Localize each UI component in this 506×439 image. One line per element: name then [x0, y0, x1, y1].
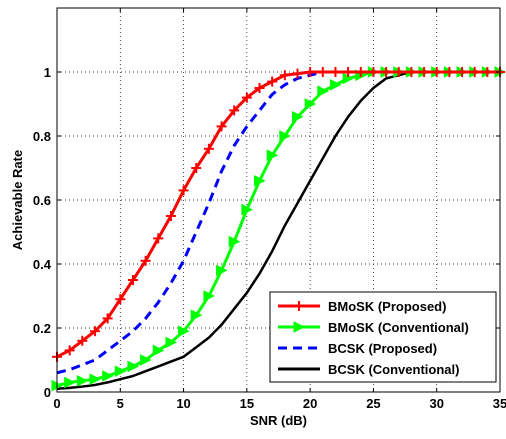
data-point	[203, 143, 214, 154]
data-point	[393, 67, 404, 77]
legend-label: BMoSK (Proposed)	[328, 299, 446, 314]
data-point	[254, 174, 266, 187]
data-point	[178, 325, 190, 338]
data-point	[114, 365, 127, 378]
data-point	[368, 67, 379, 77]
data-point	[127, 275, 138, 285]
data-point	[76, 374, 89, 387]
data-point	[229, 105, 240, 116]
x-tick-label: 35	[493, 396, 506, 411]
legend-label: BCSK (Conventional)	[328, 362, 459, 377]
data-point	[140, 255, 151, 266]
data-point	[216, 121, 227, 132]
legend-entry: BCSK (Conventional)	[278, 362, 459, 377]
data-point	[102, 313, 113, 324]
legend-marker	[293, 321, 306, 333]
legend: BMoSK (Proposed) BMoSK (Conventional) BCSK…	[269, 291, 497, 383]
x-tick-label: 15	[240, 396, 254, 411]
data-point	[482, 67, 493, 77]
data-point	[292, 68, 303, 79]
data-point	[89, 326, 100, 337]
data-point	[279, 130, 291, 142]
data-point	[64, 376, 76, 389]
data-point	[431, 67, 442, 77]
data-point	[419, 67, 430, 77]
y-axis-label: Achievable Rate	[10, 150, 25, 250]
data-point	[77, 335, 88, 346]
data-point	[115, 294, 126, 305]
data-point	[165, 336, 178, 349]
legend-marker	[294, 301, 304, 311]
data-point	[152, 344, 165, 357]
data-point	[89, 373, 102, 386]
legend-label: BMoSK (Conventional)	[328, 320, 469, 335]
legend-entries: BMoSK (Proposed) BMoSK (Conventional) BCSK…	[278, 299, 469, 377]
x-tick-label: 10	[176, 396, 190, 411]
data-point	[291, 110, 304, 123]
data-point	[381, 67, 392, 77]
data-point	[266, 149, 279, 162]
y-tick-label: 0.8	[33, 129, 51, 144]
series-1	[52, 67, 505, 362]
data-point	[241, 92, 252, 103]
data-point	[406, 67, 417, 77]
data-point	[330, 67, 341, 77]
data-point	[279, 70, 290, 81]
data-point	[267, 76, 278, 87]
data-point	[203, 290, 216, 302]
y-tick-label: 0.4	[33, 257, 52, 272]
data-point	[127, 360, 140, 373]
data-point	[228, 235, 241, 248]
data-point	[190, 309, 203, 322]
data-point	[444, 67, 455, 77]
legend-entry: BCSK (Proposed)	[278, 341, 437, 356]
data-point	[191, 163, 202, 173]
legend-entry: BMoSK (Proposed)	[278, 299, 446, 314]
data-point	[343, 67, 354, 77]
data-point	[165, 211, 176, 221]
ticks: 0 5 10 15 20 25 30 35 0 0.2 0.4 0.6 0.8 1	[33, 8, 506, 411]
data-point	[469, 67, 480, 77]
data-point	[317, 67, 328, 77]
data-point	[304, 98, 317, 110]
data-point	[153, 233, 164, 244]
data-point	[178, 185, 189, 196]
x-tick-label: 0	[53, 396, 60, 411]
data-point	[140, 354, 152, 366]
data-point	[241, 203, 253, 216]
y-tick-label: 0.6	[33, 193, 51, 208]
data-point	[329, 78, 342, 91]
legend-label: BCSK (Proposed)	[328, 341, 437, 356]
y-tick-label: 1	[44, 65, 51, 80]
y-tick-label: 0.2	[33, 321, 51, 336]
x-tick-label: 30	[429, 396, 443, 411]
data-point	[254, 83, 265, 93]
data-point	[102, 370, 114, 382]
data-point	[457, 67, 468, 77]
y-tick-label: 0	[44, 385, 51, 400]
x-tick-label: 25	[366, 396, 380, 411]
x-tick-label: 5	[117, 396, 124, 411]
data-point	[355, 67, 366, 77]
legend-entry: BMoSK (Conventional)	[278, 320, 469, 335]
data-point	[317, 85, 329, 98]
x-tick-label: 20	[303, 396, 317, 411]
data-point	[305, 67, 316, 77]
data-point	[216, 264, 228, 277]
data-point	[64, 345, 75, 356]
x-axis-label: SNR (dB)	[250, 413, 307, 428]
series-layer	[51, 66, 506, 392]
